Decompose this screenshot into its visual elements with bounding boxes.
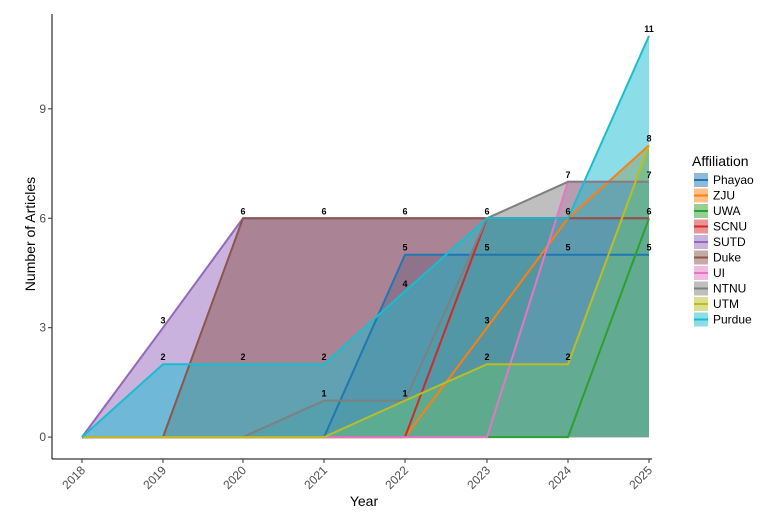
y-axis-title: Number of Articles	[22, 177, 38, 291]
data-label: 6	[240, 206, 245, 216]
x-axis-title: Year	[350, 493, 379, 509]
area-purdue	[82, 35, 649, 438]
legend-item-sutd: SUTD	[694, 235, 746, 249]
legend-label: Purdue	[713, 313, 752, 327]
legend-title: Affiliation	[692, 153, 749, 169]
legend-label: SCNU	[713, 220, 747, 234]
data-label: 3	[160, 316, 165, 326]
legend-label: NTNU	[713, 282, 746, 296]
data-label: 1	[402, 389, 407, 399]
legend-item-ntnu: NTNU	[694, 281, 746, 296]
x-tick-label: 2021	[301, 463, 330, 492]
legend-label: UWA	[713, 204, 741, 218]
x-tick-label: 2018	[59, 463, 88, 492]
y-tick-label: 3	[39, 321, 46, 335]
data-label: 2	[565, 352, 570, 362]
x-tick-label: 2020	[220, 463, 249, 492]
data-label: 6	[565, 206, 570, 216]
legend-item-uwa: UWA	[694, 204, 741, 218]
legend-item-utm: UTM	[694, 297, 739, 311]
legend-item-duke: Duke	[694, 250, 741, 265]
data-label: 4	[402, 279, 407, 289]
legend-item-phayao: Phayao	[694, 173, 754, 187]
legend-label: ZJU	[713, 189, 735, 203]
x-tick-label: 2019	[140, 463, 169, 492]
series-areas	[81, 35, 650, 439]
legend-label: UI	[713, 266, 725, 280]
data-label: 6	[402, 206, 407, 216]
x-tick-label: 2023	[464, 463, 493, 492]
data-label: 8	[646, 133, 651, 143]
data-label: 7	[565, 170, 570, 180]
legend-item-scnu: SCNU	[694, 219, 747, 234]
x-tick-label: 2025	[626, 463, 655, 492]
data-label: 2	[160, 352, 165, 362]
legend-item-zju: ZJU	[694, 188, 735, 203]
data-label: 7	[646, 170, 651, 180]
data-label: 6	[646, 206, 651, 216]
legend-label: Duke	[713, 251, 741, 265]
data-label: 2	[484, 352, 489, 362]
data-label: 6	[484, 206, 489, 216]
data-label: 5	[402, 243, 407, 253]
data-label: 3	[484, 316, 489, 326]
x-tick-label: 2024	[545, 463, 574, 492]
data-label: 6	[321, 206, 326, 216]
legend-label: Phayao	[713, 173, 754, 187]
legend-label: UTM	[713, 297, 739, 311]
data-label: 5	[565, 243, 570, 253]
legend-item-purdue: Purdue	[694, 312, 752, 327]
data-label: 5	[646, 243, 651, 253]
data-label: 11	[644, 24, 654, 34]
data-label: 5	[484, 243, 489, 253]
line-purdue	[81, 35, 650, 438]
data-label: 2	[240, 352, 245, 362]
x-tick-label: 2022	[382, 463, 411, 492]
y-tick-label: 9	[39, 102, 46, 116]
y-tick-label: 6	[39, 211, 46, 225]
data-label: 1	[321, 389, 326, 399]
data-labels: 3 2 6 2 6 2 1 6 5 4 1 6 5 3 2 7 6 5 2 11 8 7 6 5	[160, 24, 653, 399]
legend-item-ui: UI	[694, 266, 725, 280]
y-tick-label: 0	[39, 430, 46, 444]
line-utm	[82, 144, 650, 439]
legend-label: SUTD	[713, 235, 746, 249]
data-label: 2	[321, 352, 326, 362]
